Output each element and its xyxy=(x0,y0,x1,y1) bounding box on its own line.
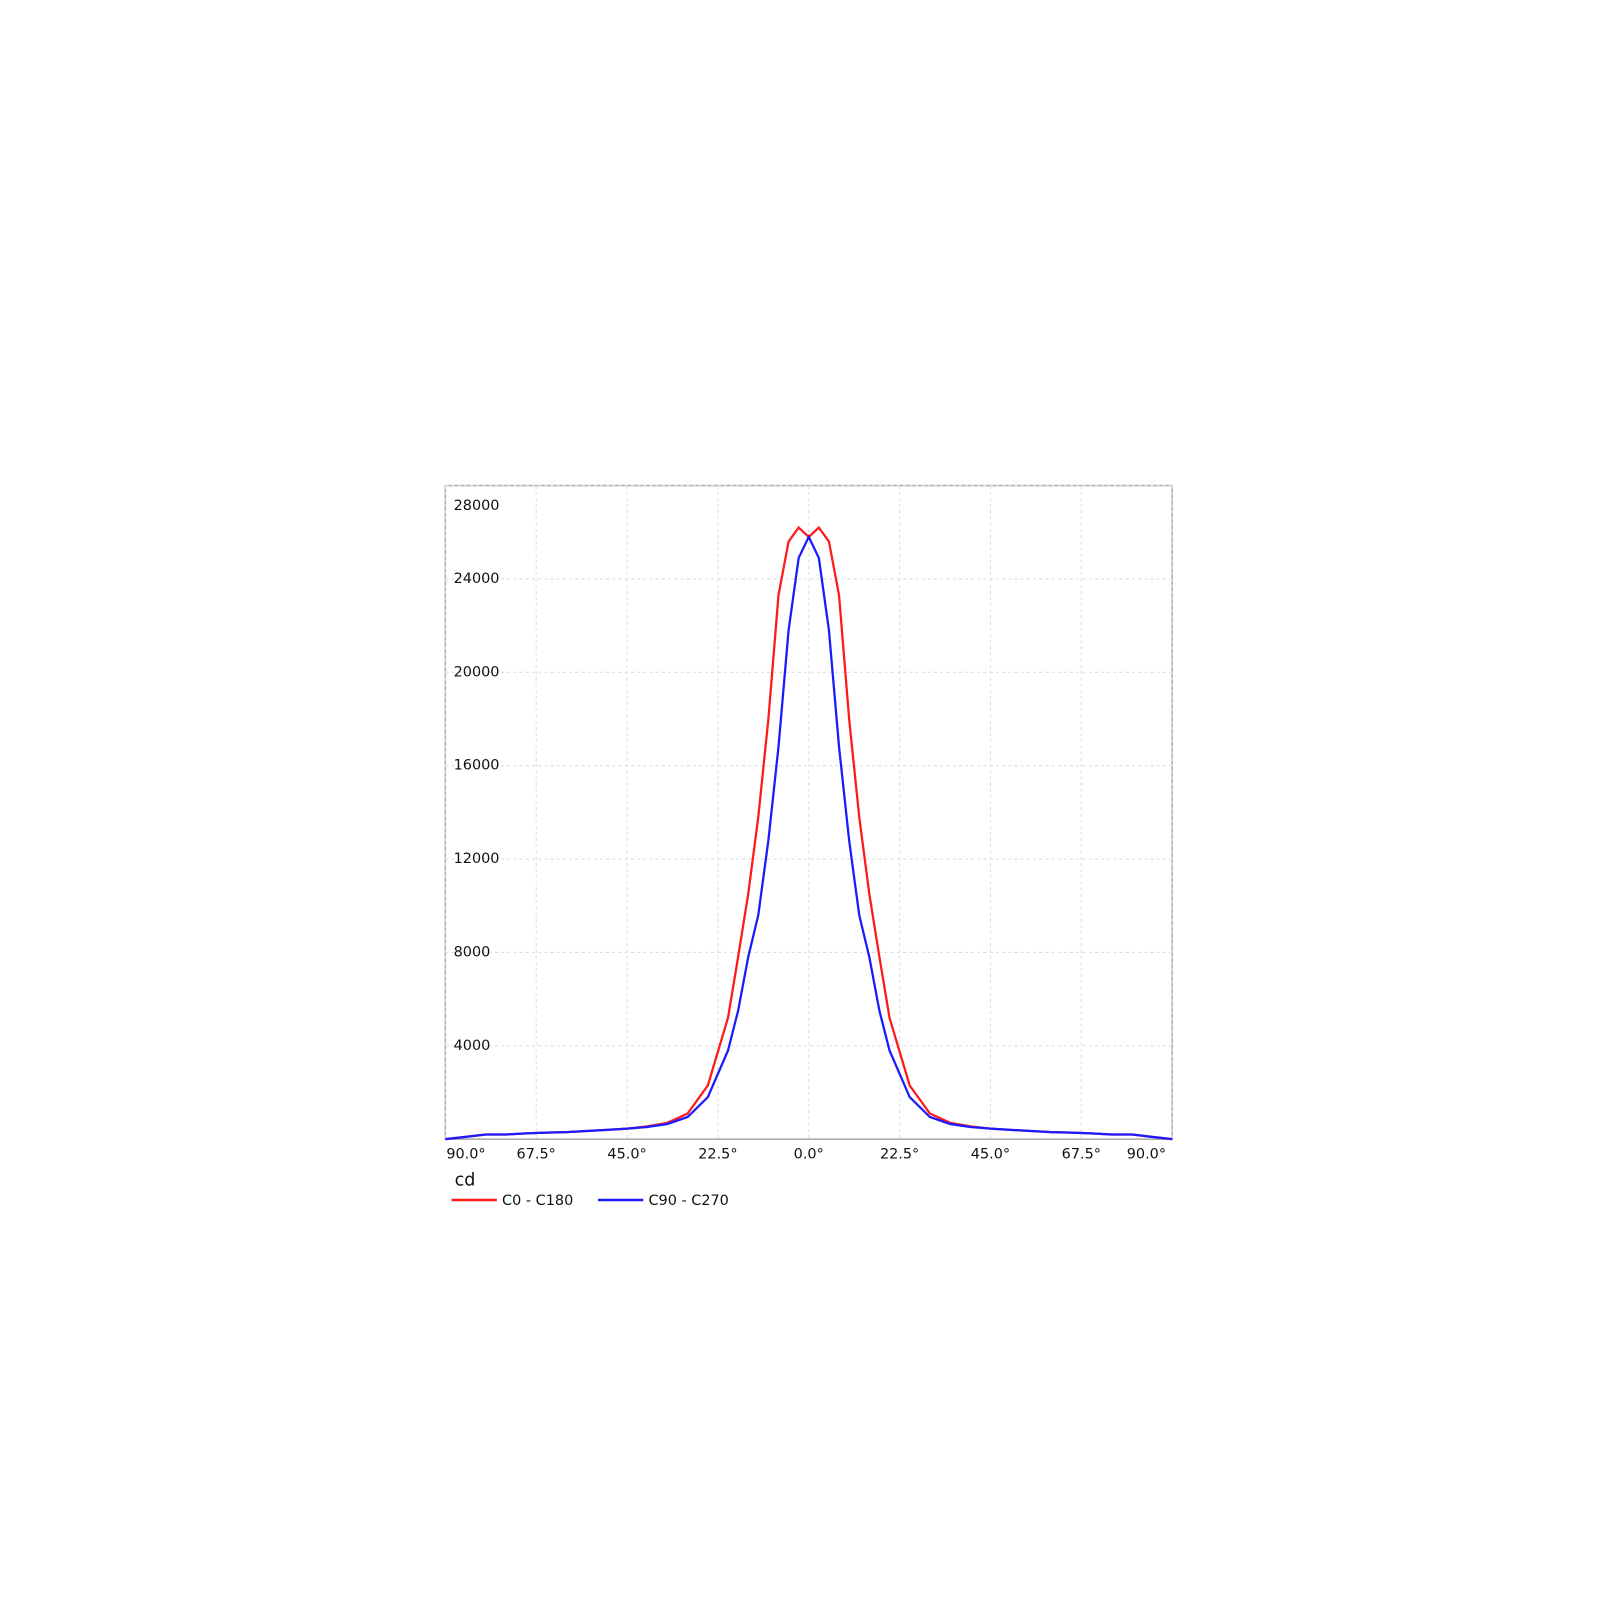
x-tick-label: 67.5° xyxy=(517,1147,556,1163)
x-tick-label: 45.0° xyxy=(607,1147,646,1163)
legend-label: C90 - C270 xyxy=(648,1193,728,1209)
x-tick-label: 45.0° xyxy=(971,1147,1010,1163)
y-tick-label: 12000 xyxy=(454,851,500,867)
y-tick-label: 4000 xyxy=(454,1038,491,1054)
y-tick-label: 8000 xyxy=(454,944,491,960)
legend-label: C0 - C180 xyxy=(502,1193,573,1209)
x-tick-label: 67.5° xyxy=(1062,1147,1101,1163)
x-tick-label: 22.5° xyxy=(880,1147,919,1163)
x-tick-label: 0.0° xyxy=(794,1147,824,1163)
y-axis-label: cd xyxy=(455,1170,476,1190)
y-tick-label: 20000 xyxy=(454,664,500,680)
y-tick-label: 16000 xyxy=(454,758,500,774)
x-tick-label: 22.5° xyxy=(698,1147,737,1163)
y-tick-label: 28000 xyxy=(454,498,500,514)
plot-area xyxy=(444,484,1173,1140)
line-series xyxy=(445,534,1173,1141)
x-tick-label: 90.0° xyxy=(1127,1147,1166,1163)
y-tick-label: 24000 xyxy=(454,571,500,587)
x-tick-label: 90.0° xyxy=(446,1147,485,1163)
